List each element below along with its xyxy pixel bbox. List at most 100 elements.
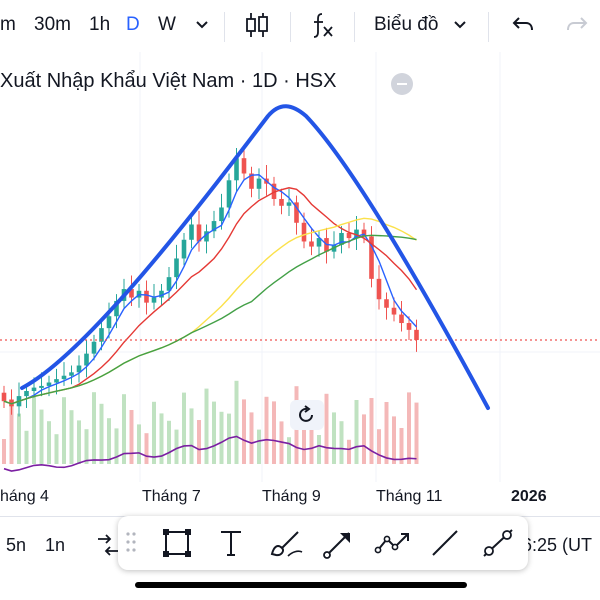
candle-body [24,391,29,397]
volume-bar [152,401,156,464]
candle-body [129,289,134,298]
volume-bar [189,408,194,464]
candle-body [106,316,112,329]
volume-bar [414,402,419,464]
volume-bar [354,400,359,464]
candles-icon[interactable] [243,10,271,46]
candle-body [1,392,7,402]
legend-collapse-icon[interactable] [391,73,413,95]
drag-handle-icon[interactable] [124,530,138,559]
range-5n-button[interactable]: 5n [6,535,27,555]
candle-body [256,178,262,189]
chart-type-chevron-down-icon[interactable] [452,10,468,42]
candle-body [316,238,322,247]
candle-body [249,173,254,189]
reset-chart-button[interactable] [290,400,324,430]
candle-body [31,387,37,392]
toolbar-divider [224,12,225,42]
candle-body [151,297,157,303]
volume-bar [407,392,411,464]
line-tool-icon[interactable] [428,526,462,565]
volume-bar [174,429,179,464]
chart-type-label[interactable]: Biểu đồ [374,14,439,35]
candle-body [174,258,179,278]
volume-bar [272,401,276,464]
candle-body [301,222,307,242]
candle-body [376,278,382,300]
candle-body [226,180,232,208]
volume-bar [384,402,389,464]
volume-bar [99,403,104,464]
candle-body [76,365,82,373]
interval-chevron-down-icon[interactable] [194,10,210,42]
candle-body [241,158,247,174]
path-tool-icon[interactable] [374,526,412,565]
interval-d[interactable]: D [126,14,140,35]
volume-bar [347,439,351,464]
interval-w[interactable]: W [158,14,176,35]
x-axis-label: 2026 [511,488,547,505]
price-chart[interactable] [0,52,600,482]
oscillator-line [3,435,417,472]
fx-icon[interactable] [308,10,338,46]
volume-bar [32,395,36,464]
candle-body [61,375,67,380]
candle-body [211,221,217,232]
volume-bar [197,420,201,464]
range-1n-button[interactable]: 1n [45,535,66,555]
candle-body [339,232,344,245]
volume-bar [167,420,171,464]
rectangle-tool-icon[interactable] [160,526,194,565]
arrow-tool-icon[interactable] [322,526,356,565]
candle-body [399,314,404,324]
volume-bar [84,429,89,464]
interval-m[interactable]: m [0,14,16,35]
go-to-date-icon[interactable] [96,531,120,564]
moving-average-line [3,174,418,405]
interval-30m[interactable]: 30m [34,14,71,35]
brush-tool-icon[interactable] [268,526,304,565]
text-tool-icon[interactable] [214,526,248,565]
candle-body [84,353,89,366]
volume-bar [182,392,186,464]
toolbar-divider [488,12,489,42]
candle-body [414,329,419,341]
volume-bar [159,413,164,464]
volume-bar [324,393,329,464]
volume-bar [39,409,44,464]
candle-body [219,207,224,222]
candle-body [271,183,277,199]
volume-bar [54,434,59,464]
candle-body [189,224,194,240]
volume-bar [62,397,66,464]
trend-drawing-line [20,104,490,410]
volume-bar [249,412,254,464]
candle-body [204,231,209,242]
volume-bar [107,418,111,464]
toolbar-divider [290,12,291,42]
home-indicator [135,582,467,588]
candle-body [144,290,149,303]
candle-body [234,158,239,181]
drawing-tools-panel [118,516,528,570]
interval-1h[interactable]: 1h [89,14,111,35]
candle-body [69,372,74,376]
volume-bar [392,416,396,464]
volume-bar [287,437,291,464]
candle-body [294,202,299,223]
volume-bar [144,433,149,464]
volume-bar [219,411,224,464]
candle-body [354,229,359,239]
volume-bar [122,394,126,464]
candle-body [91,341,97,354]
undo-icon[interactable] [510,12,536,44]
extended-line-tool-icon[interactable] [480,526,516,565]
candle-body [159,290,164,298]
moving-average-line [3,234,417,405]
volume-bar [242,399,246,464]
candle-body [279,198,284,206]
volume-bar [69,410,74,464]
volume-bar [234,380,239,464]
x-axis-label: Tháng 7 [142,488,201,505]
redo-icon[interactable] [564,12,590,44]
